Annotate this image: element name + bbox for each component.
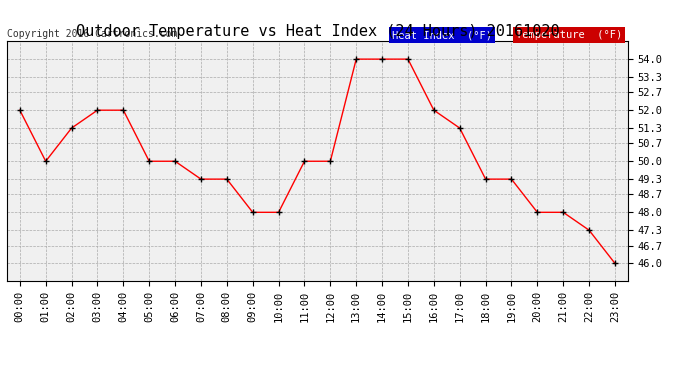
Title: Outdoor Temperature vs Heat Index (24 Hours) 20161020: Outdoor Temperature vs Heat Index (24 Ho… [76,24,559,39]
Text: Temperature  (°F): Temperature (°F) [516,30,622,40]
Text: Copyright 2016 Cartronics.com: Copyright 2016 Cartronics.com [7,29,177,39]
Text: Heat Index  (°F): Heat Index (°F) [392,30,492,40]
